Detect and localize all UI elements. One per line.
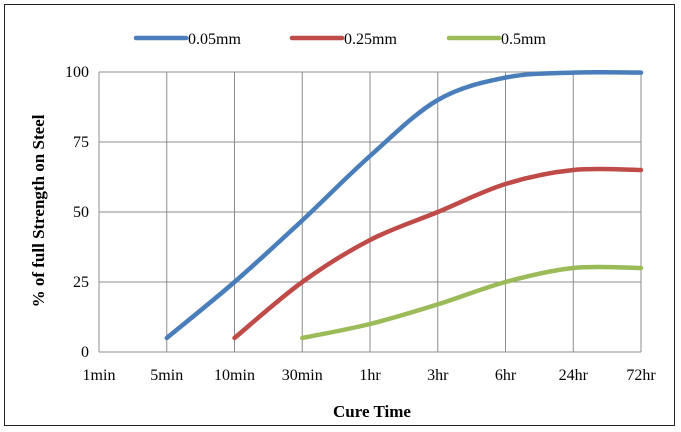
y-tick-label-100: 100 [65,64,89,81]
x-tick-label-1min: 1min [83,367,116,384]
x-axis-title: Cure Time [333,402,411,421]
x-tick-label-10min: 10min [214,367,255,384]
x-tick-label-3hr: 3hr [427,367,449,384]
x-tick-label-5min: 5min [150,367,183,384]
legend-label-0-05mm: 0.05mm [188,31,241,48]
x-tick-label-24hr: 24hr [559,367,589,384]
x-tick-label-30min: 30min [282,367,323,384]
y-tick-label-75: 75 [73,134,89,151]
x-tick-labels: 1min 5min 10min 30min 1hr 3hr 6hr 24hr 72hr [83,367,657,384]
y-tick-label-0: 0 [81,344,89,361]
x-tick-label-6hr: 6hr [495,367,517,384]
x-tick-label-1hr: 1hr [359,367,381,384]
legend-label-0-25mm: 0.25mm [344,31,397,48]
series-layer [164,69,644,341]
series-line-0-5mm [300,264,644,341]
series-line-0-25mm [232,166,644,341]
y-tick-label-25: 25 [73,274,89,291]
y-axis-title: % of full Strength on Steel [29,114,48,307]
y-tick-label-50: 50 [73,204,89,221]
series-line-0-05mm [164,69,644,341]
legend-label-0-5mm: 0.5mm [501,31,546,48]
x-tick-label-72hr: 72hr [626,367,656,384]
legend: 0.05mm 0.25mm 0.5mm [133,31,546,48]
y-tick-labels: 0 25 50 75 100 [65,64,89,361]
gridlines [98,71,642,353]
